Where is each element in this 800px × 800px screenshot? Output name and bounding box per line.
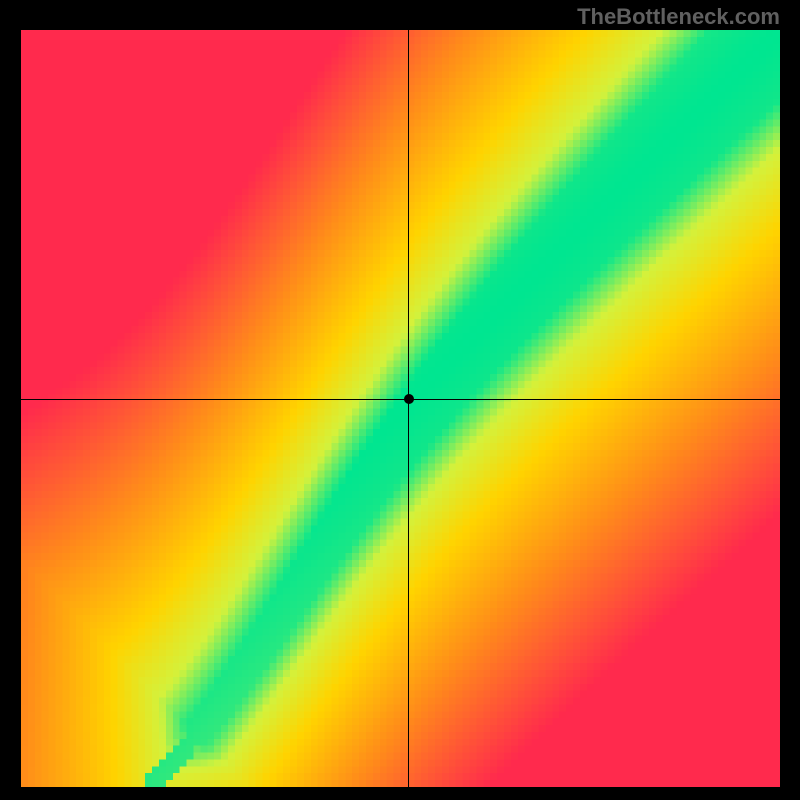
bottleneck-heatmap: [21, 30, 780, 787]
watermark-text: TheBottleneck.com: [577, 4, 780, 30]
chart-container: TheBottleneck.com: [0, 0, 800, 800]
crosshair-vertical: [408, 30, 409, 787]
crosshair-horizontal: [21, 399, 780, 400]
